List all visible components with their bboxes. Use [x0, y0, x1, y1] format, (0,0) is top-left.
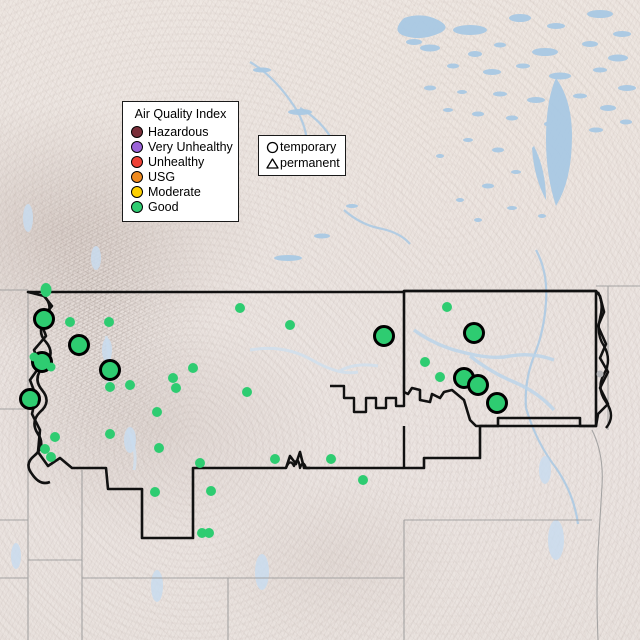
monitor-marker-temporary[interactable]: [105, 429, 115, 439]
monitor-marker-permanent[interactable]: [467, 374, 489, 396]
monitor-type-legend: temporary permanent: [258, 135, 346, 176]
legend-row-hazardous[interactable]: Hazardous: [131, 124, 230, 139]
monitor-marker-permanent[interactable]: [463, 322, 485, 344]
monitor-marker-temporary[interactable]: [105, 382, 115, 392]
monitor-marker-temporary[interactable]: [270, 454, 280, 464]
aqi-legend-title: Air Quality Index: [134, 107, 227, 121]
swatch-very-unhealthy-icon: [131, 140, 143, 153]
small-reservoirs: [11, 204, 564, 602]
monitor-marker-temporary[interactable]: [235, 303, 245, 313]
monitor-marker-temporary[interactable]: [104, 317, 114, 327]
monitor-marker-temporary[interactable]: [358, 475, 368, 485]
aqi-legend: Air Quality Index Hazardous Very Unhealt…: [122, 101, 239, 222]
swatch-usg-icon: [131, 170, 143, 183]
legend-row-good[interactable]: Good: [131, 199, 230, 214]
monitor-marker-temporary[interactable]: [326, 454, 336, 464]
swatch-hazardous-icon: [131, 125, 143, 138]
monitor-marker-temporary[interactable]: [171, 383, 181, 393]
city-dot: [596, 370, 604, 378]
monitor-marker-temporary[interactable]: [242, 387, 252, 397]
monitor-marker-permanent[interactable]: [99, 359, 121, 381]
monitor-marker-permanent[interactable]: [486, 392, 508, 414]
monitor-marker-temporary[interactable]: [152, 407, 162, 417]
missouri-river: [413, 328, 556, 412]
monitor-marker-temporary[interactable]: [168, 373, 178, 383]
monitor-marker-permanent[interactable]: [68, 334, 90, 356]
legend-label-unhealthy: Unhealthy: [148, 154, 205, 169]
monitor-marker-permanent[interactable]: [33, 308, 55, 330]
legend-label-permanent: permanent: [280, 156, 340, 170]
legend-row-permanent[interactable]: permanent: [264, 155, 340, 171]
monitor-marker-temporary[interactable]: [150, 487, 160, 497]
legend-row-moderate[interactable]: Moderate: [131, 184, 230, 199]
monitor-marker-temporary[interactable]: [46, 362, 56, 372]
monitor-marker-temporary[interactable]: [65, 317, 75, 327]
monitor-marker-temporary[interactable]: [442, 302, 452, 312]
legend-row-very-unhealthy[interactable]: Very Unhealthy: [131, 139, 233, 154]
monitor-marker-temporary[interactable]: [154, 443, 164, 453]
legend-row-temporary[interactable]: temporary: [264, 139, 340, 155]
montana-west-edge: [27, 295, 52, 485]
swatch-unhealthy-icon: [131, 155, 143, 168]
monitor-marker-temporary[interactable]: [46, 452, 56, 462]
monitor-marker-temporary[interactable]: [188, 363, 198, 373]
legend-row-usg[interactable]: USG: [131, 169, 230, 184]
monitor-marker-temporary[interactable]: [420, 357, 430, 367]
north-dakota-boundary: [402, 289, 610, 428]
legend-row-unhealthy[interactable]: Unhealthy: [131, 154, 230, 169]
monitor-marker-temporary[interactable]: [195, 458, 205, 468]
monitor-marker-temporary[interactable]: [435, 372, 445, 382]
monitor-marker-permanent[interactable]: [373, 325, 395, 347]
nd-south-border-detail: [330, 384, 406, 468]
legend-label-moderate: Moderate: [148, 184, 201, 199]
monitor-marker-temporary[interactable]: [204, 528, 214, 538]
monitor-marker-temporary[interactable]: [206, 486, 216, 496]
monitor-marker-temporary[interactable]: [40, 444, 50, 454]
monitor-marker-temporary[interactable]: [50, 432, 60, 442]
legend-label-hazardous: Hazardous: [148, 124, 209, 139]
lakes-group: [253, 10, 636, 261]
monitor-marker-temporary[interactable]: [28, 397, 38, 407]
legend-label-temporary: temporary: [280, 140, 337, 154]
circle-outline-icon: [264, 141, 280, 154]
monitor-marker-temporary[interactable]: [197, 528, 207, 538]
legend-label-usg: USG: [148, 169, 176, 184]
monitor-marker-temporary[interactable]: [40, 283, 52, 297]
legend-label-good: Good: [148, 199, 179, 214]
monitor-marker-temporary[interactable]: [29, 352, 39, 362]
triangle-outline-icon: [264, 157, 280, 170]
red-river-border: [596, 291, 613, 429]
swatch-moderate-icon: [131, 185, 143, 198]
swatch-good-icon: [131, 200, 143, 213]
legend-label-very-unhealthy: Very Unhealthy: [148, 139, 233, 154]
monitor-marker-temporary[interactable]: [125, 380, 135, 390]
montana-yellowstone-notch: [284, 459, 310, 470]
monitor-marker-temporary[interactable]: [285, 320, 295, 330]
